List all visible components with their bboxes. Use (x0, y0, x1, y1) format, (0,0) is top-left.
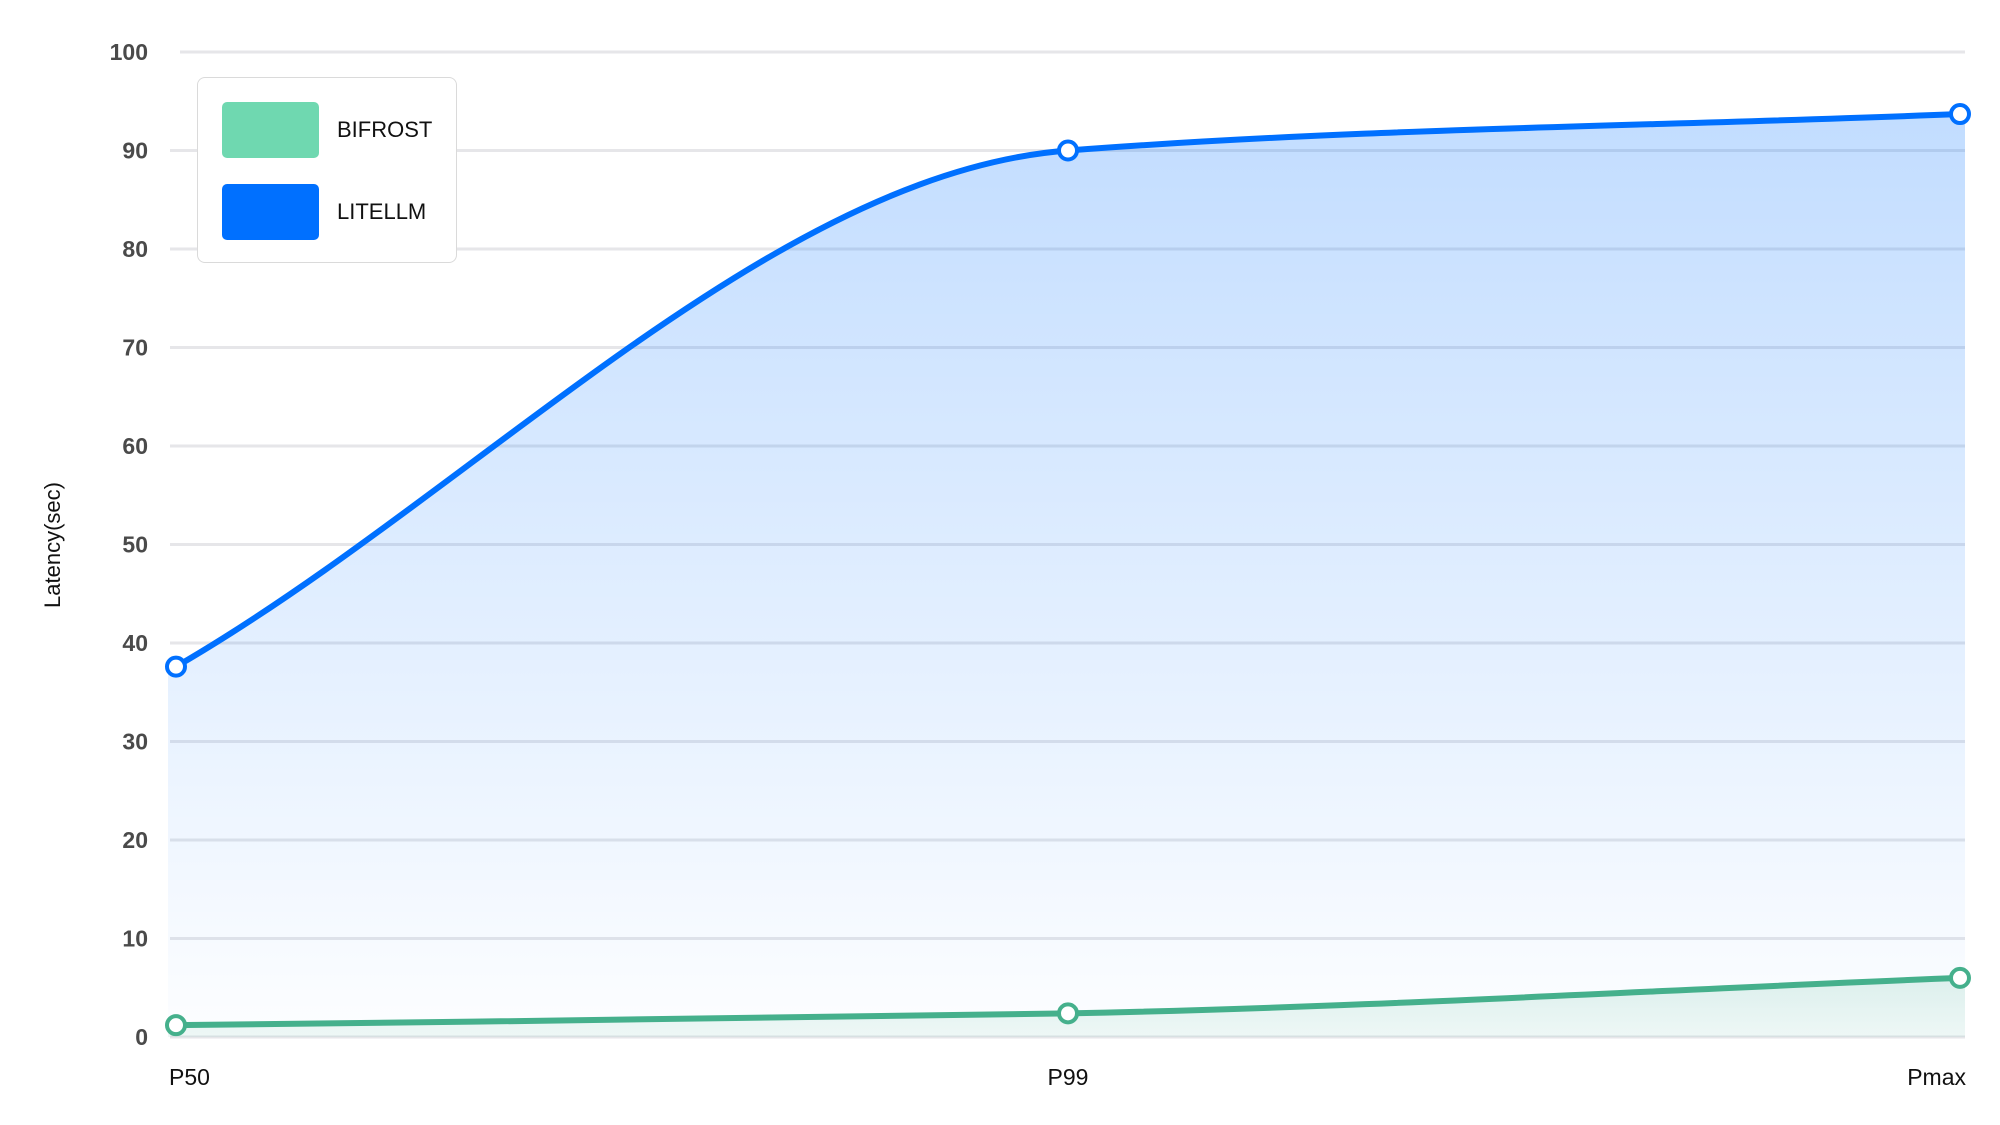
y-tick-label: 80 (122, 236, 148, 262)
y-tick-label: 50 (122, 532, 148, 558)
legend: BIFROST LITELLM (197, 77, 457, 263)
data-point-bifrost (1949, 966, 1971, 989)
legend-label: LITELLM (337, 199, 427, 224)
y-tick-label: 70 (122, 335, 148, 361)
data-point-bifrost (1057, 1002, 1079, 1025)
x-tick-label: P99 (1048, 1064, 1089, 1090)
legend-item-bifrost[interactable]: BIFROST (222, 102, 432, 158)
data-point-litellm (1949, 103, 1971, 126)
x-tick-label: P50 (169, 1064, 210, 1090)
x-tick-label: Pmax (1907, 1064, 1966, 1090)
legend-label: BIFROST (337, 117, 433, 142)
y-tick-label: 100 (110, 39, 148, 65)
y-axis-ticks: 0 10 20 30 40 50 60 70 80 90 100 (110, 39, 148, 1050)
data-point-litellm (1057, 139, 1079, 162)
y-axis-label: Latency(sec) (40, 482, 65, 608)
y-tick-label: 0 (135, 1024, 148, 1050)
data-point-bifrost (165, 1014, 187, 1037)
y-tick-label: 30 (122, 729, 148, 755)
y-tick-label: 40 (122, 630, 148, 656)
data-point-litellm (165, 655, 187, 678)
series-layer (165, 103, 1971, 1038)
x-axis-ticks: P50 P99 Pmax (169, 1064, 1966, 1090)
y-tick-label: 60 (122, 433, 148, 459)
legend-item-litellm[interactable]: LITELLM (222, 184, 426, 240)
area-fill-litellm (168, 114, 1965, 1038)
y-tick-label: 20 (122, 827, 148, 853)
y-tick-label: 90 (122, 138, 148, 164)
series-line-litellm (173, 111, 1963, 670)
legend-swatch-litellm (222, 184, 319, 240)
y-tick-label: 10 (122, 926, 148, 952)
legend-swatch-bifrost (222, 102, 319, 158)
